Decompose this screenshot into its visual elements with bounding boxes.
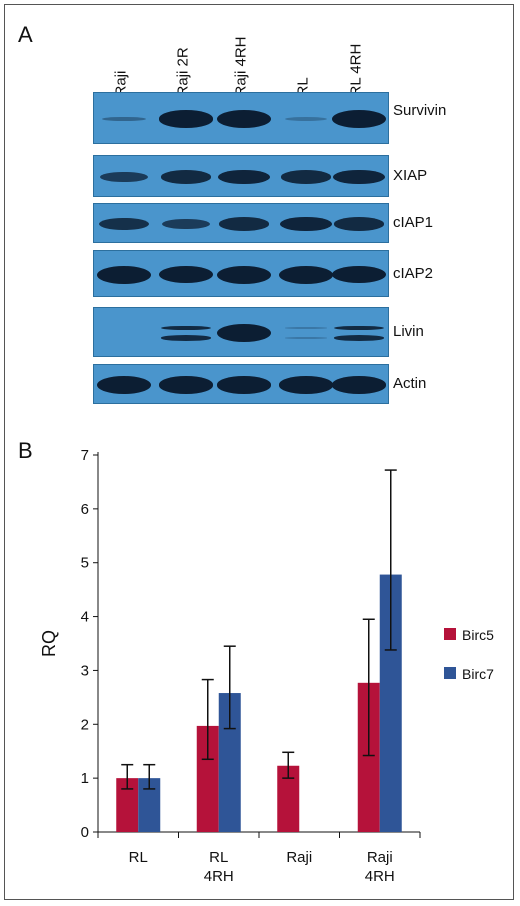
blot-band [218,217,270,231]
blot-label: Survivin [393,102,447,119]
blot-band [332,376,386,394]
y-tick-label: 6 [81,501,89,518]
blot-band [99,217,149,231]
y-axis-label: RQ [39,630,59,657]
panel-a-letter: A [18,22,33,47]
blot-label: XIAP [393,167,428,184]
x-tick-label: 4RH [204,868,234,885]
blot-band [217,265,271,284]
blot-band [333,169,385,185]
blot-band [333,335,385,341]
blot-band [333,325,385,331]
blot-band [160,170,212,184]
y-tick-label: 2 [81,716,89,733]
x-tick-label: RL [129,849,148,866]
blot-strip [93,250,389,297]
blot-band [280,216,332,232]
x-tick-label: 4RH [365,868,395,885]
bar-birc7 [138,778,161,832]
x-tick-label: Raji [286,849,312,866]
blot-band [284,117,328,121]
blot-band [97,376,151,394]
x-tick-label: Raji [367,849,393,866]
blot-band [332,110,386,128]
blot-band [159,376,213,394]
blot-band [159,265,213,284]
legend-label-birc5: Birc5 [462,627,494,643]
blot-band [217,110,271,128]
blot-band [285,337,327,339]
legend-swatch-birc5 [444,628,456,640]
blot-band [161,218,211,230]
blot-band [218,169,270,185]
bar-birc5 [196,725,219,832]
y-tick-label: 7 [81,447,89,464]
blot-strip [93,92,389,144]
blot-label: Livin [393,323,424,340]
x-tick-label: RL [209,849,228,866]
blot-strip [93,203,389,243]
blot-band [285,327,327,329]
blot-band [97,265,151,284]
blot-label: Actin [393,375,427,392]
y-tick-label: 0 [81,824,89,841]
bar-birc5 [277,765,300,832]
y-tick-label: 5 [81,555,89,572]
blot-band [217,324,271,342]
blot-band [160,325,212,331]
bar-birc5 [116,778,139,832]
y-tick-label: 1 [81,770,89,787]
blot-strip [93,307,389,357]
blot-band [99,171,149,183]
blot-label: cIAP2 [393,264,434,282]
blot-band [332,265,386,284]
blot-band [279,265,333,284]
blot-label: cIAP1 [393,214,434,231]
legend-swatch-birc7 [444,667,456,679]
blot-strip [93,364,389,404]
panel-b-letter: B [18,438,33,463]
bar-birc7 [379,574,402,832]
blot-strip [93,155,389,197]
blot-band [279,376,333,394]
blot-band [217,376,271,394]
figure-frame [4,4,514,900]
legend-label-birc7: Birc7 [462,666,494,682]
blot-band [102,116,146,122]
blot-band [280,170,332,184]
blot-band [333,217,385,231]
y-tick-label: 4 [81,609,89,626]
bar-birc5 [357,682,380,832]
y-tick-label: 3 [81,662,89,679]
blot-band [160,335,212,341]
bar-birc7 [218,693,241,832]
blot-band [159,110,213,128]
